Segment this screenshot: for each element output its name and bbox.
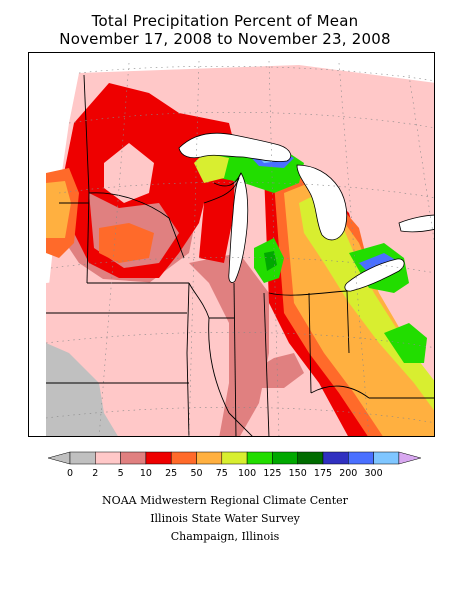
- map-canvas: [29, 53, 434, 436]
- region-rose-central: [189, 253, 269, 436]
- legend-swatch-25: [170, 451, 197, 465]
- legend-swatch-150: [297, 451, 324, 465]
- legend-swatch-2: [95, 451, 121, 465]
- legend-under-arrow: [47, 451, 71, 465]
- legend-swatch-175: [322, 451, 349, 465]
- map-title-line-1: Total Precipitation Percent of Mean: [91, 12, 359, 30]
- precipitation-legend: 0 2 5 10 25 50 75 100 125 150 175 200 300: [47, 451, 422, 479]
- lake-erie: [344, 258, 405, 292]
- legend-swatch-125: [272, 451, 298, 465]
- legend-label-300: 300: [365, 468, 383, 479]
- region-grey-southwest: [46, 343, 118, 436]
- region-pink-mn: [104, 143, 154, 203]
- legend-labels: 0 2 5 10 25 50 75 100 125 150 175 200 300: [67, 468, 383, 479]
- legend-label-50: 50: [190, 468, 202, 479]
- state-borders: [46, 74, 434, 436]
- precipitation-map: [28, 52, 435, 437]
- legend-swatch-75: [221, 451, 248, 465]
- legend-label-25: 25: [165, 468, 177, 479]
- legend-swatch-300: [373, 451, 400, 465]
- credit-location: Champaign, Illinois: [170, 530, 280, 543]
- legend-label-75: 75: [216, 468, 228, 479]
- legend-label-150: 150: [289, 468, 307, 479]
- lake-michigan: [228, 172, 249, 283]
- legend-label-200: 200: [339, 468, 357, 479]
- lake-ontario-edge: [398, 214, 434, 233]
- map-graticule: [45, 60, 434, 436]
- legend-label-2: 2: [92, 468, 98, 479]
- legend-label-100: 100: [238, 468, 256, 479]
- map-title-line-2: November 17, 2008 to November 23, 2008: [59, 30, 391, 48]
- legend-label-10: 10: [140, 468, 152, 479]
- legend-swatches: [47, 451, 422, 465]
- region-darkgreen-mi: [264, 251, 277, 271]
- legend-swatch-5: [120, 451, 147, 465]
- region-green-ohio: [384, 323, 427, 363]
- legend-over-arrow: [398, 451, 422, 465]
- lake-superior: [178, 132, 292, 162]
- legend-swatch-0: [69, 451, 96, 465]
- region-orange-mn: [99, 223, 154, 263]
- legend-swatch-200: [348, 451, 374, 465]
- legend-label-5: 5: [118, 468, 124, 479]
- legend-swatch-10: [145, 451, 172, 465]
- legend-swatch-50: [196, 451, 223, 465]
- credit-survey: Illinois State Water Survey: [150, 512, 300, 525]
- legend-label-0: 0: [67, 468, 73, 479]
- legend-label-175: 175: [314, 468, 332, 479]
- legend-swatch-100: [246, 451, 273, 465]
- credit-organization: NOAA Midwestern Regional Climate Center: [102, 494, 348, 507]
- region-yellowgreen-up: [194, 153, 229, 183]
- legend-label-125: 125: [263, 468, 281, 479]
- region-rose-patch: [249, 353, 304, 388]
- lake-huron: [296, 164, 348, 241]
- region-yellow-west-edge: [46, 181, 71, 238]
